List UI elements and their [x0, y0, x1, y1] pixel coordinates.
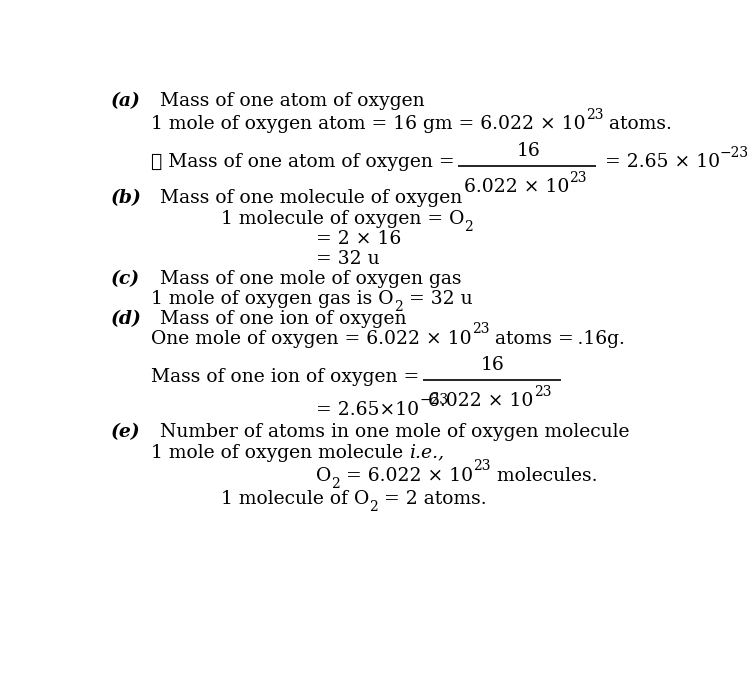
Text: = 2.65 × 10: = 2.65 × 10 — [599, 153, 720, 171]
Text: atoms.: atoms. — [604, 115, 672, 133]
Text: = 32 u: = 32 u — [403, 290, 472, 308]
Text: 1 molecule of O: 1 molecule of O — [221, 490, 369, 508]
Text: 23: 23 — [569, 171, 586, 184]
Text: (e): (e) — [111, 424, 140, 442]
Text: = 32 u: = 32 u — [316, 250, 380, 268]
Text: molecules.: molecules. — [491, 467, 598, 485]
Text: One mole of oxygen = 6.022 × 10: One mole of oxygen = 6.022 × 10 — [151, 330, 472, 347]
Text: 16: 16 — [516, 142, 540, 160]
Text: = 2.65×10: = 2.65×10 — [316, 400, 419, 419]
Text: (b): (b) — [111, 189, 142, 207]
Text: 1 mole of oxygen gas is O: 1 mole of oxygen gas is O — [151, 290, 394, 308]
Text: (d): (d) — [111, 310, 142, 327]
Text: = 6.022 × 10: = 6.022 × 10 — [341, 467, 474, 485]
Text: Mass of one atom of oxygen: Mass of one atom of oxygen — [149, 92, 425, 110]
Text: Mass of one mole of oxygen gas: Mass of one mole of oxygen gas — [149, 270, 462, 288]
Text: Mass of one molecule of oxygen: Mass of one molecule of oxygen — [149, 189, 462, 207]
Text: (a): (a) — [111, 92, 140, 110]
Text: Mass of one ion of oxygen =: Mass of one ion of oxygen = — [151, 368, 426, 386]
Text: (c): (c) — [111, 270, 140, 288]
Text: Number of atoms in one mole of oxygen molecule: Number of atoms in one mole of oxygen mo… — [149, 424, 630, 442]
Text: 23: 23 — [474, 460, 491, 473]
Text: 1 molecule of oxygen = O: 1 molecule of oxygen = O — [221, 210, 464, 228]
Text: Mass of one ion of oxygen: Mass of one ion of oxygen — [149, 310, 407, 327]
Text: 6.022 × 10: 6.022 × 10 — [429, 392, 534, 411]
Text: i.e.,: i.e., — [409, 444, 444, 462]
Text: atoms = .16g.: atoms = .16g. — [489, 330, 625, 347]
Text: ∴ Mass of one atom of oxygen =: ∴ Mass of one atom of oxygen = — [151, 153, 461, 171]
Text: 2: 2 — [394, 301, 403, 314]
Text: O: O — [316, 467, 332, 485]
Text: 16: 16 — [481, 356, 505, 374]
Text: 23: 23 — [472, 322, 489, 336]
Text: 1 mole of oxygen molecule: 1 mole of oxygen molecule — [151, 444, 409, 462]
Text: = 2 × 16: = 2 × 16 — [316, 230, 401, 248]
Text: −23: −23 — [419, 393, 448, 407]
Text: 2: 2 — [464, 220, 473, 235]
Text: 2: 2 — [369, 500, 378, 514]
Text: 1 mole of oxygen atom = 16 gm = 6.022 × 10: 1 mole of oxygen atom = 16 gm = 6.022 × … — [151, 115, 586, 133]
Text: 6.022 × 10: 6.022 × 10 — [464, 178, 569, 196]
Text: −23: −23 — [720, 146, 747, 160]
Text: 23: 23 — [586, 107, 604, 122]
Text: 23: 23 — [534, 385, 551, 399]
Text: = 2 atoms.: = 2 atoms. — [378, 490, 486, 508]
Text: 2: 2 — [332, 477, 341, 491]
